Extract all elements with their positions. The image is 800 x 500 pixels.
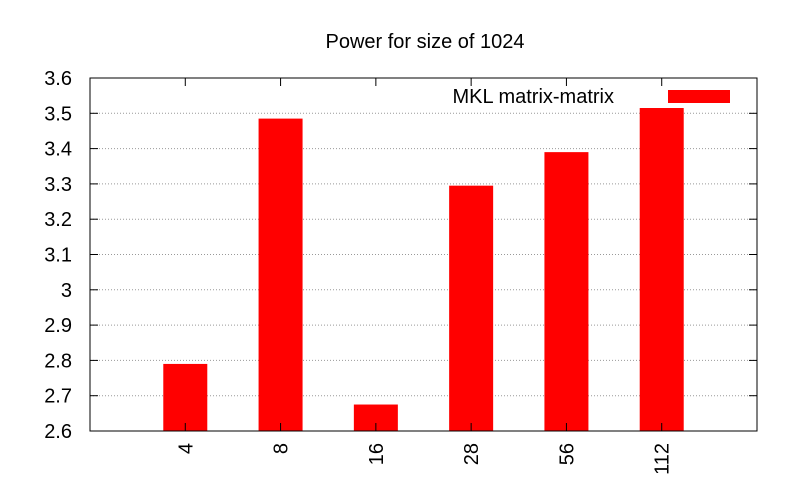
- x-tick-label: 56: [556, 443, 578, 465]
- bar-56: [544, 152, 589, 431]
- plot-border: [89, 77, 758, 432]
- y-tick-label: 2.9: [44, 315, 72, 337]
- legend-label: MKL matrix-matrix: [453, 86, 614, 108]
- y-tick-label: 3.5: [44, 103, 72, 125]
- y-tick-label: 2.6: [44, 421, 72, 443]
- x-tick-label: 112: [652, 443, 674, 475]
- y-tick-label: 3.2: [44, 209, 72, 231]
- bar-112: [639, 108, 684, 431]
- y-tick-label: 2.8: [44, 350, 72, 372]
- y-tick-label: 3.3: [44, 174, 72, 196]
- bars: [163, 108, 684, 431]
- legend-swatch: [668, 90, 730, 103]
- legend: MKL matrix-matrix: [453, 86, 730, 108]
- x-tick-label: 28: [461, 443, 483, 465]
- x-tick-label: 4: [175, 443, 197, 454]
- y-tick-label: 3.4: [44, 139, 72, 161]
- bar-8: [258, 118, 303, 431]
- x-tick-label: 16: [366, 443, 388, 465]
- bar-28: [449, 185, 494, 431]
- y-tick-label: 3: [61, 280, 72, 302]
- y-tick-label: 3.1: [44, 245, 72, 267]
- y-tick-label: 2.7: [44, 386, 72, 408]
- y-axis: 2.6 2.7 2.8 2.9 3 3.1 3.2 3.3 3.4 3.5 3.6: [44, 68, 757, 443]
- x-tick-label: 8: [271, 443, 293, 454]
- chart-title: Power for size of 1024: [326, 31, 525, 53]
- y-tick-label: 3.6: [44, 68, 72, 90]
- grid: [90, 112, 757, 397]
- bar-4: [163, 363, 208, 431]
- x-axis: 4 8 16 28 56 112: [175, 78, 674, 475]
